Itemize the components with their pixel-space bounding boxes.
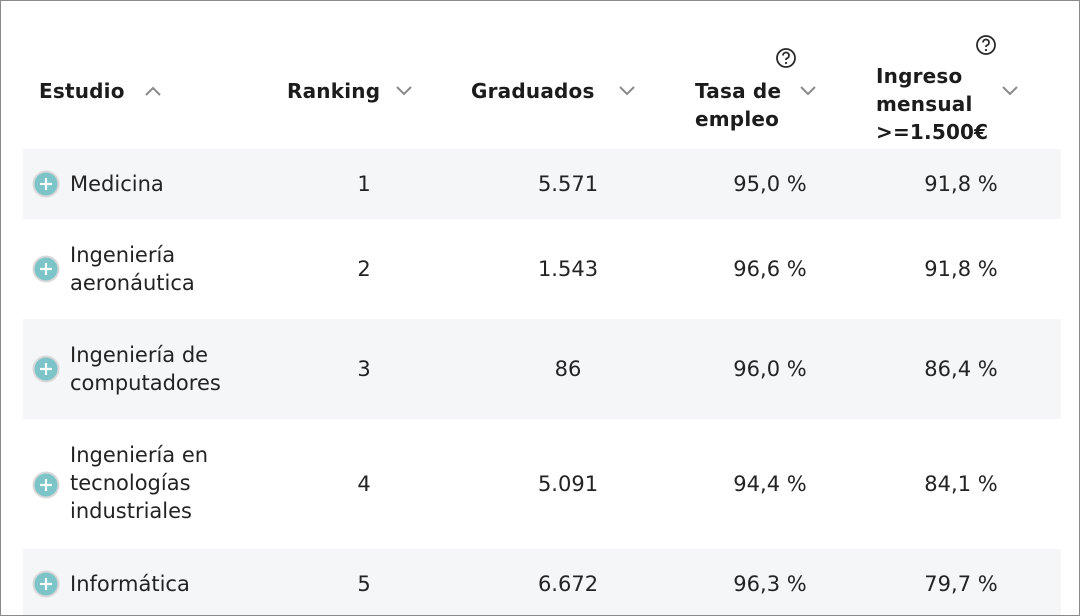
employment-cell: 95,0 % <box>733 172 807 196</box>
income-cell: 84,1 % <box>924 472 998 496</box>
chevron-down-icon[interactable] <box>618 85 636 97</box>
study-name: Medicina <box>70 170 164 198</box>
column-header-graduados-label: Graduados <box>471 79 595 103</box>
employment-cell: 96,3 % <box>733 572 807 596</box>
column-header-tasa-empleo-line1: Tasa de <box>695 79 782 103</box>
income-cell: 86,4 % <box>924 357 998 381</box>
plus-circle-icon[interactable] <box>32 471 60 499</box>
column-header-estudio-label: Estudio <box>39 79 125 103</box>
column-header-ingreso-line3: >=1.500€ <box>876 120 989 144</box>
graduates-cell: 1.543 <box>537 257 599 281</box>
column-header-estudio[interactable]: Estudio <box>39 77 125 105</box>
plus-circle-icon[interactable] <box>32 355 60 383</box>
study-name-line: Ingeniería <box>70 243 176 267</box>
column-header-ingreso-mensual[interactable]: Ingreso mensual >=1.500€ <box>876 62 988 146</box>
study-name-line: Ingeniería de <box>70 343 209 367</box>
plus-circle-icon[interactable] <box>32 170 60 198</box>
table-row: Medicina 1 5.571 95,0 % 91,8 % <box>23 149 1061 219</box>
study-name: Ingeniería en tecnologías industriales <box>70 441 208 525</box>
study-name-line: aeronáutica <box>70 271 195 295</box>
employment-cell: 96,6 % <box>733 257 807 281</box>
employment-cell: 96,0 % <box>733 357 807 381</box>
chevron-up-icon[interactable] <box>144 85 162 97</box>
column-header-ranking[interactable]: Ranking <box>287 77 380 105</box>
column-header-ranking-label: Ranking <box>287 79 381 103</box>
employment-cell: 94,4 % <box>733 472 807 496</box>
ranking-cell: 3 <box>357 357 371 381</box>
plus-circle-icon[interactable] <box>32 570 60 598</box>
study-name-line: computadores <box>70 371 221 395</box>
chevron-down-icon[interactable] <box>799 85 817 97</box>
graduates-cell: 5.571 <box>537 172 599 196</box>
table-row: Ingeniería aeronáutica 2 1.543 96,6 % 91… <box>23 219 1061 319</box>
graduates-cell: 5.091 <box>537 472 599 496</box>
column-header-ingreso-line1: Ingreso <box>876 64 963 88</box>
question-circle-icon[interactable] <box>975 34 997 56</box>
ranking-cell: 4 <box>357 472 371 496</box>
income-cell: 91,8 % <box>924 257 998 281</box>
question-circle-icon[interactable] <box>775 47 797 69</box>
table-row: Ingeniería de computadores 3 86 96,0 % 8… <box>23 319 1061 419</box>
study-name-line: industriales <box>70 499 192 523</box>
column-header-tasa-empleo[interactable]: Tasa de empleo <box>695 77 781 133</box>
ranking-cell: 1 <box>357 172 371 196</box>
ranking-cell: 2 <box>357 257 371 281</box>
study-name-line: Medicina <box>70 172 164 196</box>
chevron-down-icon[interactable] <box>395 85 413 97</box>
graduates-cell: 86 <box>554 357 582 381</box>
income-cell: 79,7 % <box>924 572 998 596</box>
ranking-cell: 5 <box>357 572 371 596</box>
column-header-ingreso-line2: mensual <box>876 92 973 116</box>
study-name-line: Informática <box>70 572 190 596</box>
chevron-down-icon[interactable] <box>1001 85 1019 97</box>
income-cell: 91,8 % <box>924 172 998 196</box>
column-header-tasa-empleo-line2: empleo <box>695 107 780 131</box>
column-header-graduados[interactable]: Graduados <box>471 77 595 105</box>
graduates-cell: 6.672 <box>537 572 599 596</box>
study-name: Informática <box>70 570 190 598</box>
study-name: Ingeniería de computadores <box>70 341 221 397</box>
study-name-line: Ingeniería en <box>70 443 209 467</box>
plus-circle-icon[interactable] <box>32 255 60 283</box>
study-name: Ingeniería aeronáutica <box>70 241 195 297</box>
table-row: Ingeniería en tecnologías industriales 4… <box>23 419 1061 549</box>
table-row: Informática 5 6.672 96,3 % 79,7 % <box>23 549 1061 615</box>
study-name-line: tecnologías <box>70 471 191 495</box>
